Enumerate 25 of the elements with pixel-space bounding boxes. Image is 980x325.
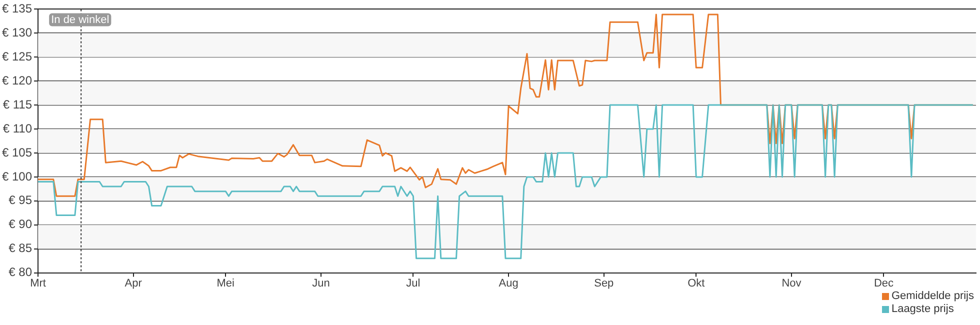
legend-label: Laagste prijs [891,303,954,316]
x-tick-label: Nov [782,277,802,290]
y-tick-label: € 100 [2,169,32,184]
y-tick-label: € 90 [8,217,32,232]
y-tick-label: € 85 [8,241,32,256]
y-tick-label: € 120 [2,73,32,88]
x-tick-label: Apr [124,277,142,290]
x-tick-label: Aug [498,277,518,290]
x-tick-label: Jul [406,277,420,290]
y-tick-label: € 110 [2,121,32,136]
x-tick-label: Okt [688,277,705,290]
y-tick-label: € 95 [8,193,32,208]
legend-label: Gemiddelde prijs [891,290,974,303]
x-tick-label: Mrt [30,277,46,290]
y-tick-label: € 80 [8,265,32,280]
x-tick-label: Jun [312,277,330,290]
y-tick-label: € 135 [2,2,32,16]
y-tick-label: € 125 [2,49,32,64]
y-tick-label: € 105 [2,145,32,160]
y-tick-label: € 130 [2,25,32,40]
x-tick-label: Mei [216,277,234,290]
x-tick-label: Sep [594,277,614,290]
ref-line-label: In de winkel [51,14,110,26]
y-tick-label: € 115 [2,97,32,112]
x-tick-label: Dec [874,277,894,290]
